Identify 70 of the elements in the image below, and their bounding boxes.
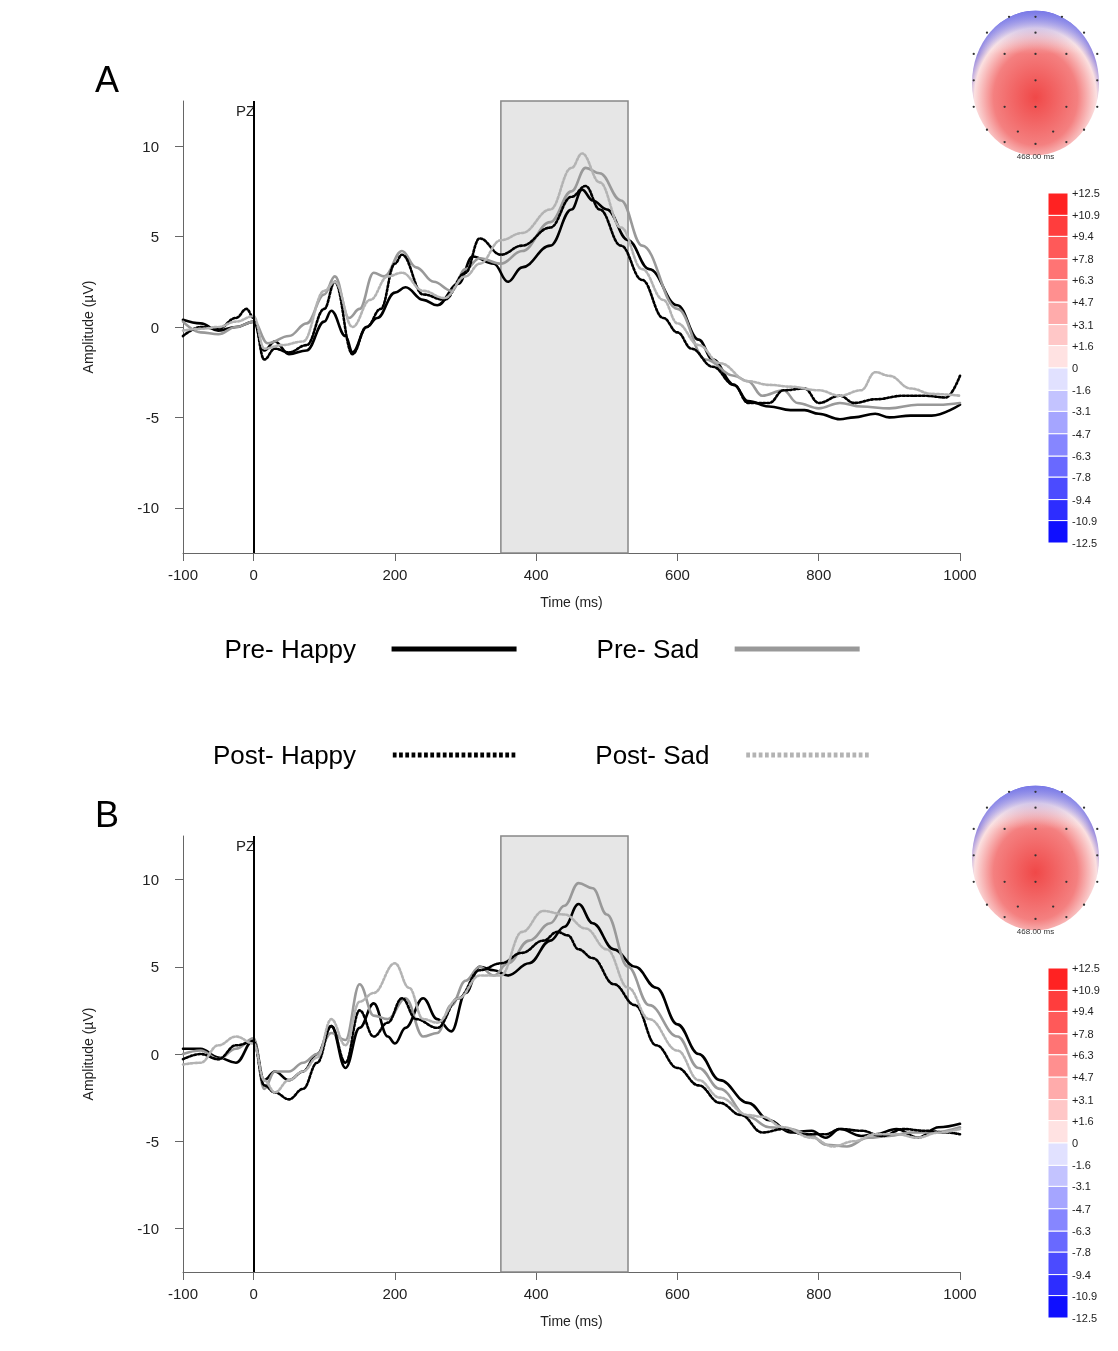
color-bar-label: +12.5 [1072,186,1100,200]
color-bar-label: +4.7 [1072,295,1094,310]
color-bar-label: +7.8 [1072,1026,1094,1041]
y-tick-label: -5 [145,1132,159,1150]
color-bar-label: -12.5 [1072,536,1098,550]
x-axis-title: Time (ms) [540,594,603,610]
color-bar-label: +4.7 [1072,1070,1094,1085]
color-bar-label: -9.4 [1072,492,1091,507]
x-tick-label: 800 [806,1285,832,1302]
text: 468.00 ms [1015,927,1056,936]
x-tick-label: 600 [664,566,690,583]
color-bar-label: +7.8 [1072,251,1094,266]
x-axis-title: Time (ms) [540,1313,603,1329]
y-tick-label: -10 [137,1219,159,1237]
text: 468.00 ms [1015,152,1056,161]
y-tick-label: 5 [150,958,159,976]
y-tick-label: 10 [142,871,159,889]
color-bar-label: 0 [1072,1136,1079,1150]
color-bar-label: +10.9 [1072,208,1100,223]
color-bar-label: +3.1 [1072,317,1094,332]
legend-label: Pre- Sad [596,634,700,664]
y-tick-label: 0 [150,318,159,336]
legend-label: Pre- Happy [224,634,357,664]
y-tick-label: -10 [137,499,159,517]
color-bar-label: +6.3 [1072,1047,1094,1062]
color-bar-label: 0 [1072,361,1079,375]
x-tick-label: -100 [167,566,199,583]
color-bar-label: +1.6 [1072,338,1094,353]
color-bar-label: +9.4 [1072,229,1094,244]
chart-title: B [95,793,120,835]
color-bar-label: -10.9 [1072,513,1098,528]
x-tick-label: 400 [523,1285,549,1302]
color-bar-label: -4.7 [1072,426,1091,441]
color-bar-label: -1.6 [1072,1158,1091,1173]
color-bar-label: -12.5 [1072,1311,1098,1325]
x-tick-label: 400 [523,566,549,583]
y-axis-title: Amplitude (µV) [80,1007,96,1101]
y-tick-label: 10 [142,137,159,155]
y-tick-label: 0 [150,1045,159,1063]
x-tick-label: 1000 [943,1285,977,1302]
x-tick-label: 600 [664,1285,690,1302]
color-bar-label: +10.9 [1072,983,1100,998]
legend-label: Post- Sad [595,740,710,770]
chart-title: A [95,58,120,100]
color-bar-label: -4.7 [1072,1201,1091,1216]
color-bar-label: -3.1 [1072,404,1091,419]
x-tick-label: 1000 [943,566,977,583]
color-bar-label: -7.8 [1072,1245,1091,1260]
color-bar-label: -9.4 [1072,1267,1091,1282]
x-tick-label: 0 [249,1285,258,1302]
color-bar-label: -6.3 [1072,449,1091,464]
color-bar-label: -3.1 [1072,1179,1091,1194]
color-bar-label: +12.5 [1072,961,1100,975]
x-tick-label: -100 [167,1285,199,1302]
x-tick-label: 200 [382,1285,408,1302]
color-bar-label: +6.3 [1072,272,1094,287]
color-bar-label: +9.4 [1072,1004,1094,1019]
color-bar-label: -1.6 [1072,383,1091,398]
x-tick-label: 0 [249,566,258,583]
color-bar-label: +1.6 [1072,1113,1094,1128]
color-bar-label: -6.3 [1072,1224,1091,1239]
y-tick-label: 5 [150,228,159,246]
y-tick-label: -5 [145,408,159,426]
y-axis-title: Amplitude (µV) [80,280,96,374]
x-tick-label: 800 [806,566,832,583]
x-tick-label: 200 [382,566,408,583]
color-bar-label: -7.8 [1072,470,1091,485]
legend-label: Post- Happy [212,740,357,770]
color-bar-label: -10.9 [1072,1288,1098,1303]
color-bar-label: +3.1 [1072,1092,1094,1107]
